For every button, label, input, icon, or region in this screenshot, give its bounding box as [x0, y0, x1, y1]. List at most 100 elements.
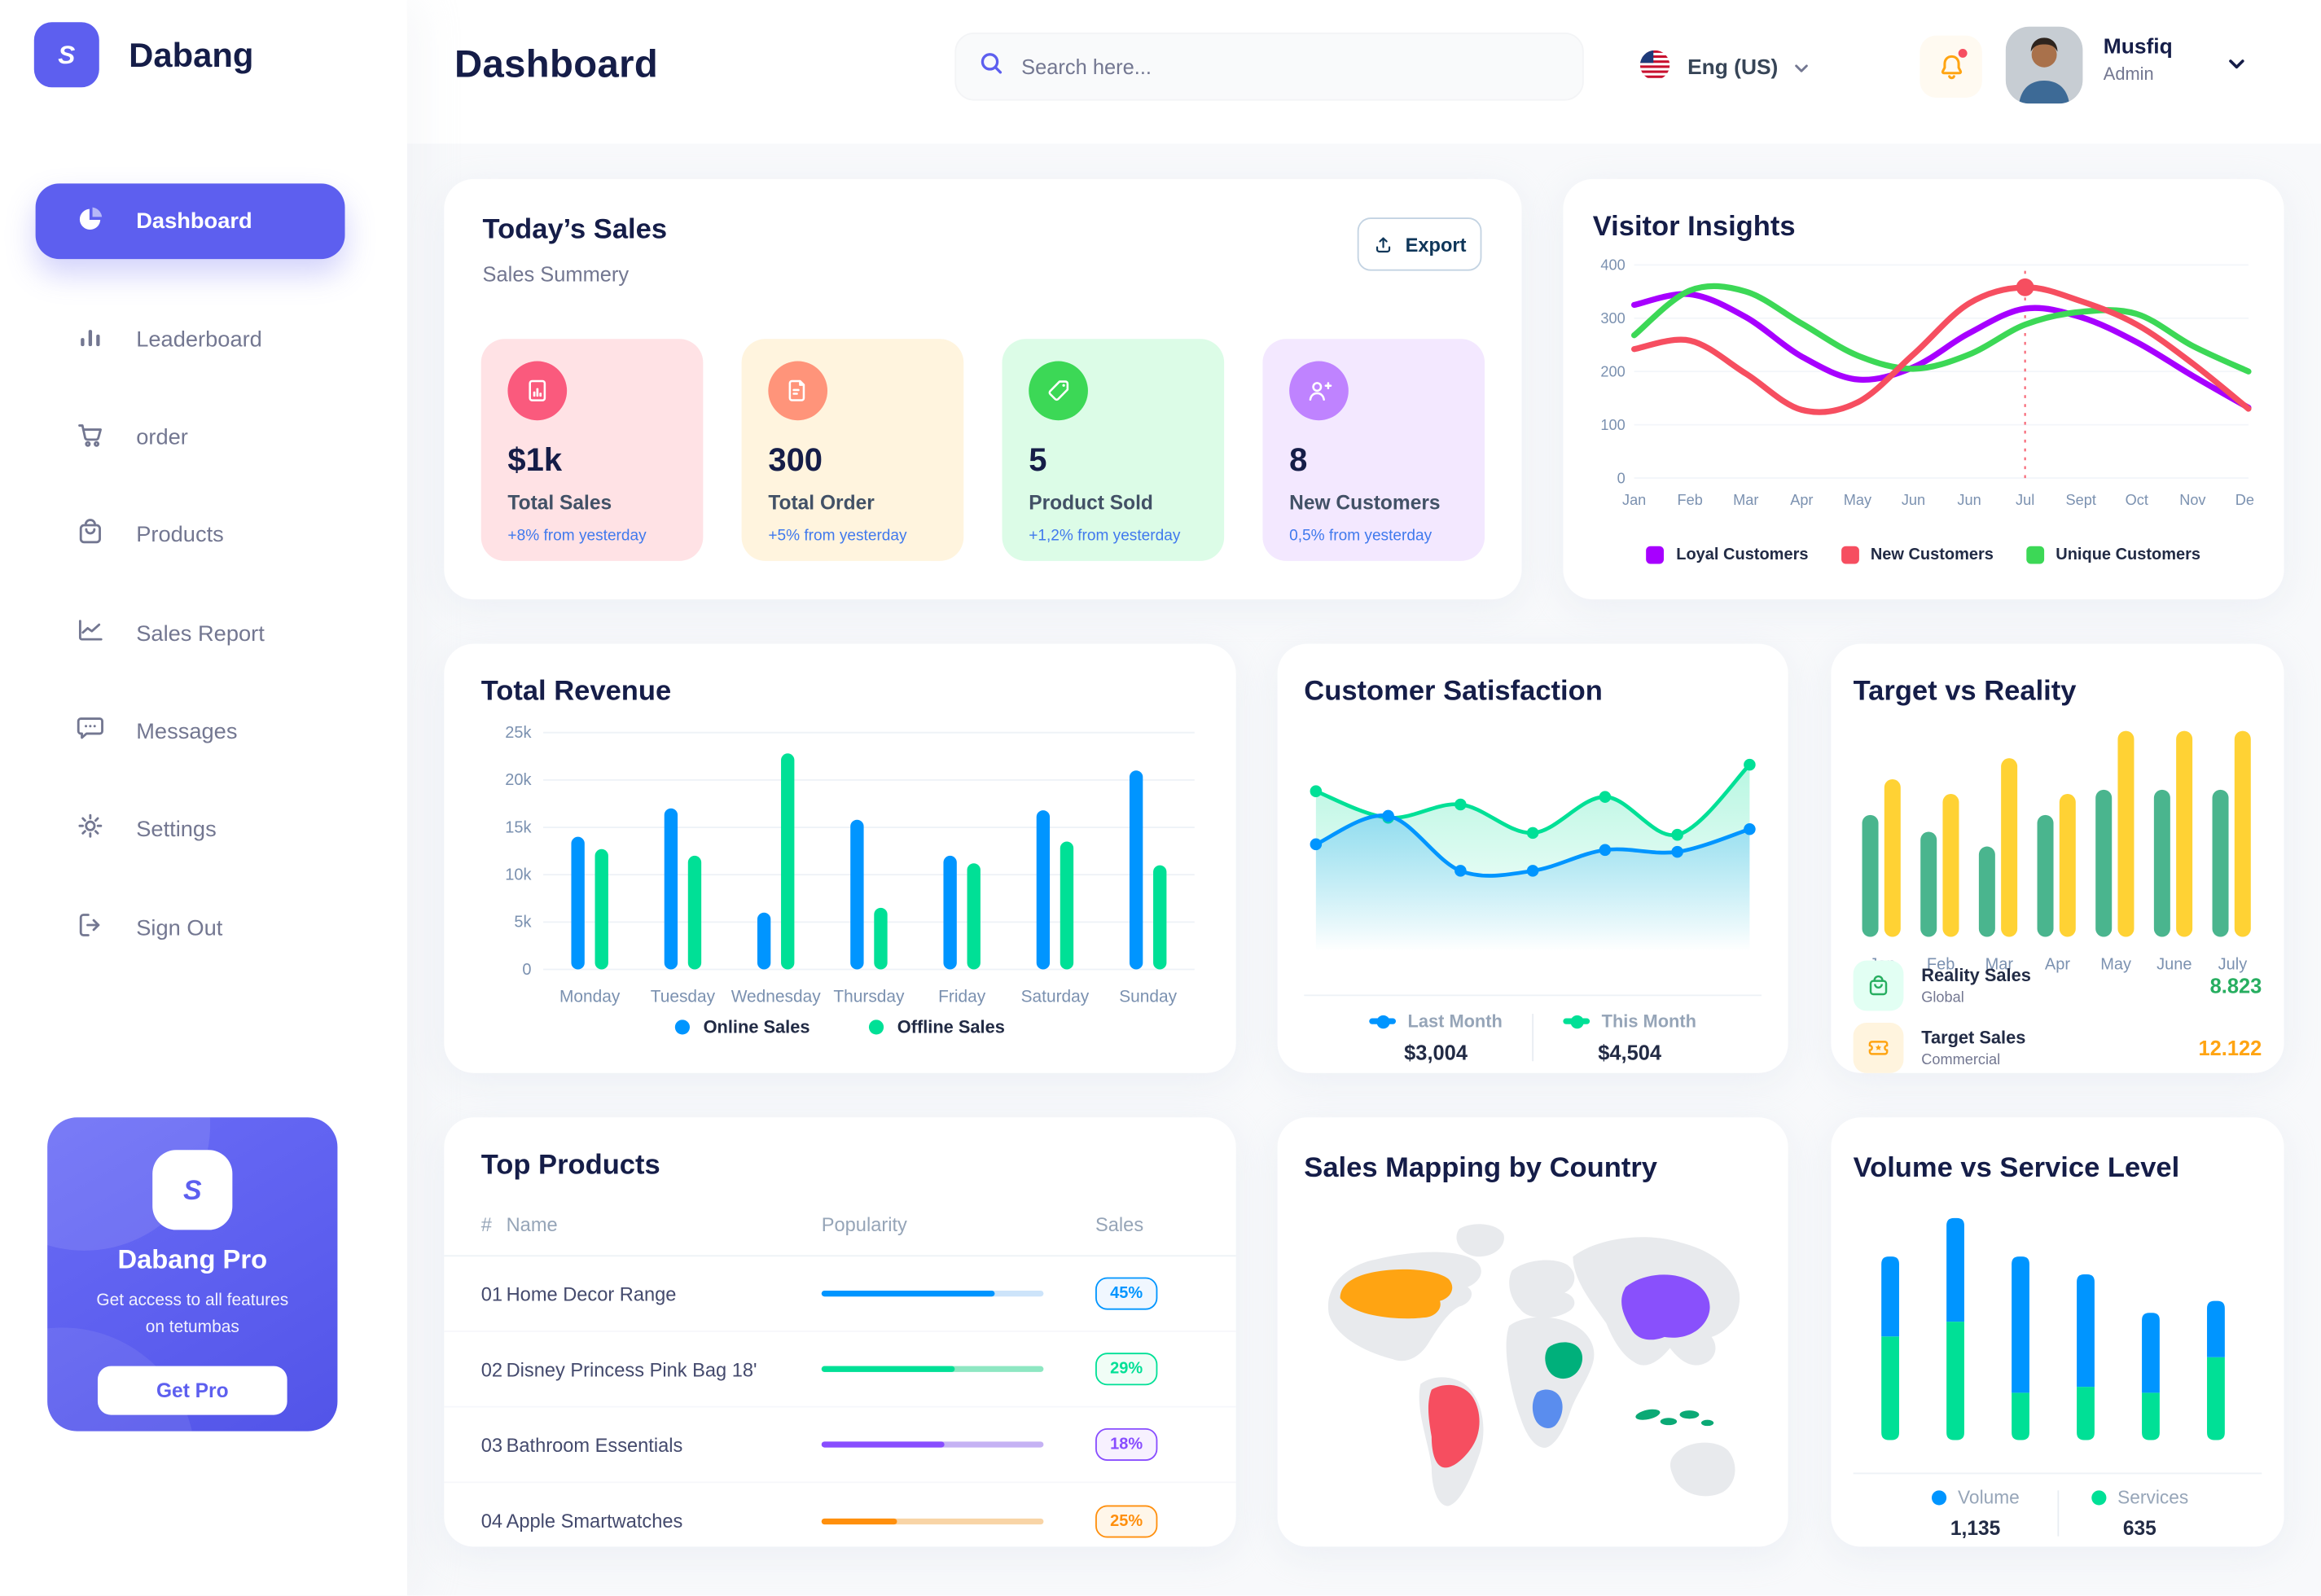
svg-text:20k: 20k — [505, 771, 532, 789]
tag-icon — [1029, 361, 1088, 421]
bell-icon — [1941, 54, 1962, 79]
export-button[interactable]: Export — [1357, 217, 1482, 271]
stat-card-total-sales: $1k Total Sales +8% from yesterday — [480, 339, 704, 561]
get-pro-button[interactable]: Get Pro — [97, 1366, 288, 1415]
us-flag-icon — [1637, 46, 1673, 90]
customer-satisfaction-legend: Last Month $3,004 This Month $4,504 — [1278, 1011, 1788, 1064]
svg-text:May: May — [2100, 956, 2131, 974]
col-sales: Sales — [1095, 1213, 1144, 1236]
legend-label: Offline Sales — [897, 1016, 1005, 1038]
services-dot — [2091, 1490, 2106, 1506]
sidebar-item-messages[interactable]: Messages — [36, 695, 345, 766]
customer-satisfaction-card: Customer Satisfaction Last Month $3,004 … — [1277, 643, 1788, 1073]
svg-text:100: 100 — [1600, 417, 1625, 433]
svg-text:Apr: Apr — [1790, 492, 1813, 508]
svg-text:200: 200 — [1600, 364, 1625, 380]
sidebar-item-label: Sales Report — [136, 620, 265, 647]
total-revenue-chart: 0 5k 10k 15k 20k 25k Monday Tuesday Wednesday Thu… — [505, 724, 1195, 1006]
product-name: Bathroom Essentials — [506, 1433, 683, 1456]
svg-text:May: May — [1844, 492, 1872, 508]
visitor-insights-chart: 400 300 200 100 0 Jan Feb Mar Apr May Jun Jun Jul Sep… — [1600, 257, 2254, 508]
todays-sales-title: Today’s Sales — [482, 214, 668, 246]
target-sales-label: Target Sales — [1921, 1027, 2026, 1048]
sidebar-item-sign-out[interactable]: Sign Out — [36, 892, 345, 963]
unique-customers-swatch — [2025, 546, 2044, 564]
brand[interactable]: S Dabang — [33, 22, 254, 88]
stat-value: 5 — [1029, 441, 1047, 479]
stat-delta: +5% from yesterday — [768, 527, 907, 545]
language-label: Eng (US) — [1687, 56, 1779, 81]
svg-text:Jan: Jan — [1622, 492, 1646, 508]
language-selector[interactable]: Eng (US) — [1637, 38, 1810, 98]
divider — [1304, 994, 1762, 997]
sidebar-item-dashboard[interactable]: Dashboard — [35, 183, 345, 260]
sales-badge: 45% — [1095, 1277, 1158, 1310]
svg-text:Wednesday: Wednesday — [731, 988, 821, 1006]
sidebar-item-products[interactable]: Products — [36, 499, 345, 570]
popularity-track — [821, 1517, 1044, 1524]
col-popularity: Popularity — [821, 1213, 907, 1236]
volume-service-title: Volume vs Service Level — [1853, 1152, 2180, 1185]
popularity-track — [821, 1366, 1044, 1372]
legend-label: New Customers — [1870, 546, 1994, 564]
svg-text:400: 400 — [1600, 257, 1625, 274]
reality-sales-sub: Global — [1921, 989, 1964, 1006]
divider — [1532, 1014, 1534, 1062]
svg-text:July: July — [2218, 956, 2248, 974]
popularity-track — [821, 1441, 1044, 1448]
product-rank: 02 — [480, 1357, 503, 1380]
profile-menu-chevron[interactable] — [2227, 53, 2247, 81]
search-input[interactable] — [1021, 55, 1562, 79]
svg-text:Jun: Jun — [1957, 492, 1981, 508]
legend-label: Last Month — [1407, 1011, 1503, 1032]
svg-text:10k: 10k — [505, 866, 532, 884]
sidebar-item-order[interactable]: order — [36, 401, 345, 472]
svg-text:Tuesday: Tuesday — [651, 988, 716, 1006]
stat-card-new-customers: 8 New Customers 0,5% from yesterday — [1262, 339, 1485, 561]
stat-label: Total Order — [768, 491, 875, 514]
col-number: # — [480, 1213, 492, 1236]
order-receipt-icon — [768, 361, 828, 421]
brand-name: Dabang — [129, 34, 254, 73]
sales-mapping-title: Sales Mapping by Country — [1304, 1152, 1657, 1185]
legend-label: Loyal Customers — [1676, 546, 1809, 564]
legend-label: This Month — [1601, 1011, 1696, 1032]
visitor-insights-card: Visitor Insights 400 300 200 100 0 Jan Feb Mar A… — [1563, 178, 2284, 600]
last-month-value: $3,004 — [1404, 1040, 1468, 1064]
svg-text:Mar: Mar — [1985, 956, 2014, 974]
pro-upsell-card: S Dabang Pro Get access to all features … — [47, 1117, 338, 1432]
popularity-track — [821, 1290, 1044, 1297]
col-name: Name — [506, 1213, 558, 1236]
total-revenue-legend: Online Sales Offline Sales — [444, 1017, 1235, 1037]
notification-badge — [1956, 47, 1969, 59]
sidebar-item-leaderboard[interactable]: Leaderboard — [36, 304, 345, 375]
bag-icon — [74, 515, 107, 554]
popularity-fill — [821, 1366, 955, 1372]
avatar[interactable] — [2005, 26, 2083, 104]
svg-text:25k: 25k — [505, 724, 532, 742]
svg-text:Oct: Oct — [2126, 492, 2148, 508]
cart-icon — [74, 418, 107, 456]
line-chart-icon — [74, 614, 107, 652]
gear-icon — [74, 809, 107, 848]
services-value: 635 — [2122, 1517, 2156, 1540]
user-meta: Musfiq Admin — [2104, 36, 2173, 85]
target-sales-row: Target Sales Commercial 12.122 — [1853, 1022, 2262, 1073]
svg-text:Mar: Mar — [1733, 492, 1758, 508]
reality-sales-label: Reality Sales — [1921, 965, 2031, 986]
volume-service-card: Volume vs Service Level Volume 1,135 Ser… — [1831, 1117, 2284, 1547]
sidebar-item-settings[interactable]: Settings — [36, 793, 345, 864]
product-name: Apple Smartwatches — [506, 1509, 683, 1532]
sidebar-item-sales-report[interactable]: Sales Report — [36, 598, 345, 669]
this-month-value: $4,504 — [1598, 1040, 1662, 1064]
table-header: # Name Popularity Sales — [444, 1195, 1236, 1257]
volume-service-legend: Volume 1,135 Services 635 — [1831, 1488, 2284, 1540]
svg-text:Thursday: Thursday — [833, 988, 905, 1006]
sidebar-item-label: Dashboard — [136, 208, 252, 235]
export-label: Export — [1405, 233, 1467, 256]
shopping-bag-icon — [1853, 960, 1904, 1011]
user-plus-icon — [1289, 361, 1349, 421]
table-row: 02 Disney Princess Pink Bag 18' 29% — [444, 1332, 1236, 1408]
search-bar[interactable] — [954, 32, 1584, 101]
notifications-button[interactable] — [1920, 35, 1982, 98]
